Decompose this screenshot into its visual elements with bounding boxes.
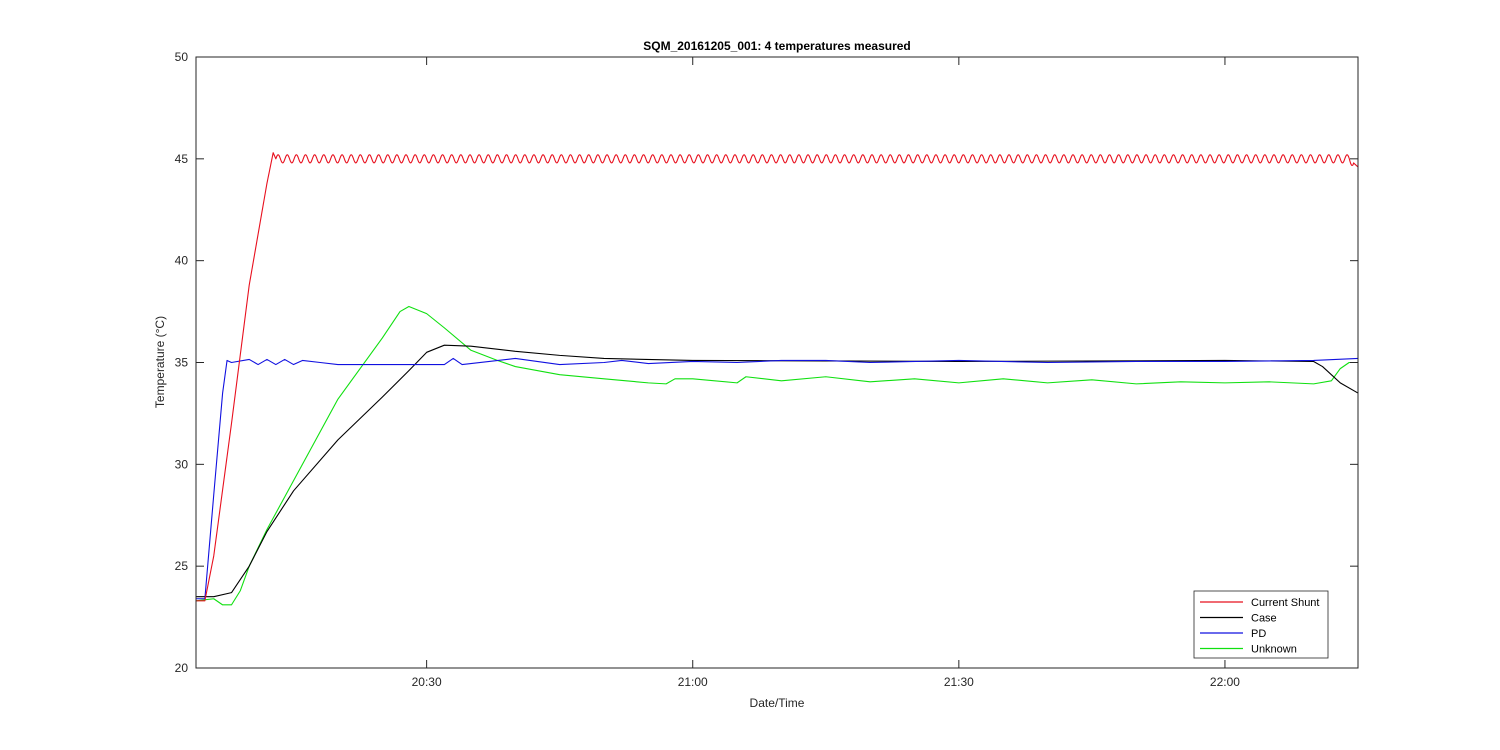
legend-label: Current Shunt	[1251, 597, 1319, 609]
y-tick-label: 45	[175, 152, 189, 166]
series-line-pd	[196, 357, 1359, 600]
y-tick-label: 50	[175, 50, 189, 64]
legend-label: Unknown	[1251, 644, 1297, 656]
x-tick-label: 20:30	[412, 675, 442, 689]
x-tick-label: 22:00	[1210, 675, 1240, 689]
y-tick-label: 30	[175, 457, 189, 471]
plot-area	[196, 57, 1358, 668]
y-axis-label: Temperature (°C)	[153, 316, 167, 408]
y-tick-label: 40	[175, 254, 189, 268]
chart-title: SQM_20161205_001: 4 temperatures measure…	[643, 39, 911, 53]
legend-label: Case	[1251, 613, 1277, 625]
legend-entries: Current Shunt Case PD Unknown	[1200, 597, 1319, 656]
x-tick-label: 21:00	[678, 675, 708, 689]
y-tick-label: 25	[175, 559, 189, 573]
x-tick-label: 21:30	[944, 675, 974, 689]
series-line-unknown	[195, 305, 1358, 606]
x-axis-label: Date/Time	[750, 696, 805, 710]
ticks-layer: 20 25 30 35 40 45 50 20:30 21:00 21:30 22:00	[175, 50, 1358, 689]
legend: Current Shunt Case PD Unknown	[1193, 590, 1329, 659]
y-tick-label: 35	[175, 356, 189, 370]
y-tick-label: 20	[175, 661, 189, 675]
series-layer	[195, 152, 1359, 606]
series-line-current-shunt	[195, 152, 1359, 602]
legend-label: PD	[1251, 628, 1266, 640]
